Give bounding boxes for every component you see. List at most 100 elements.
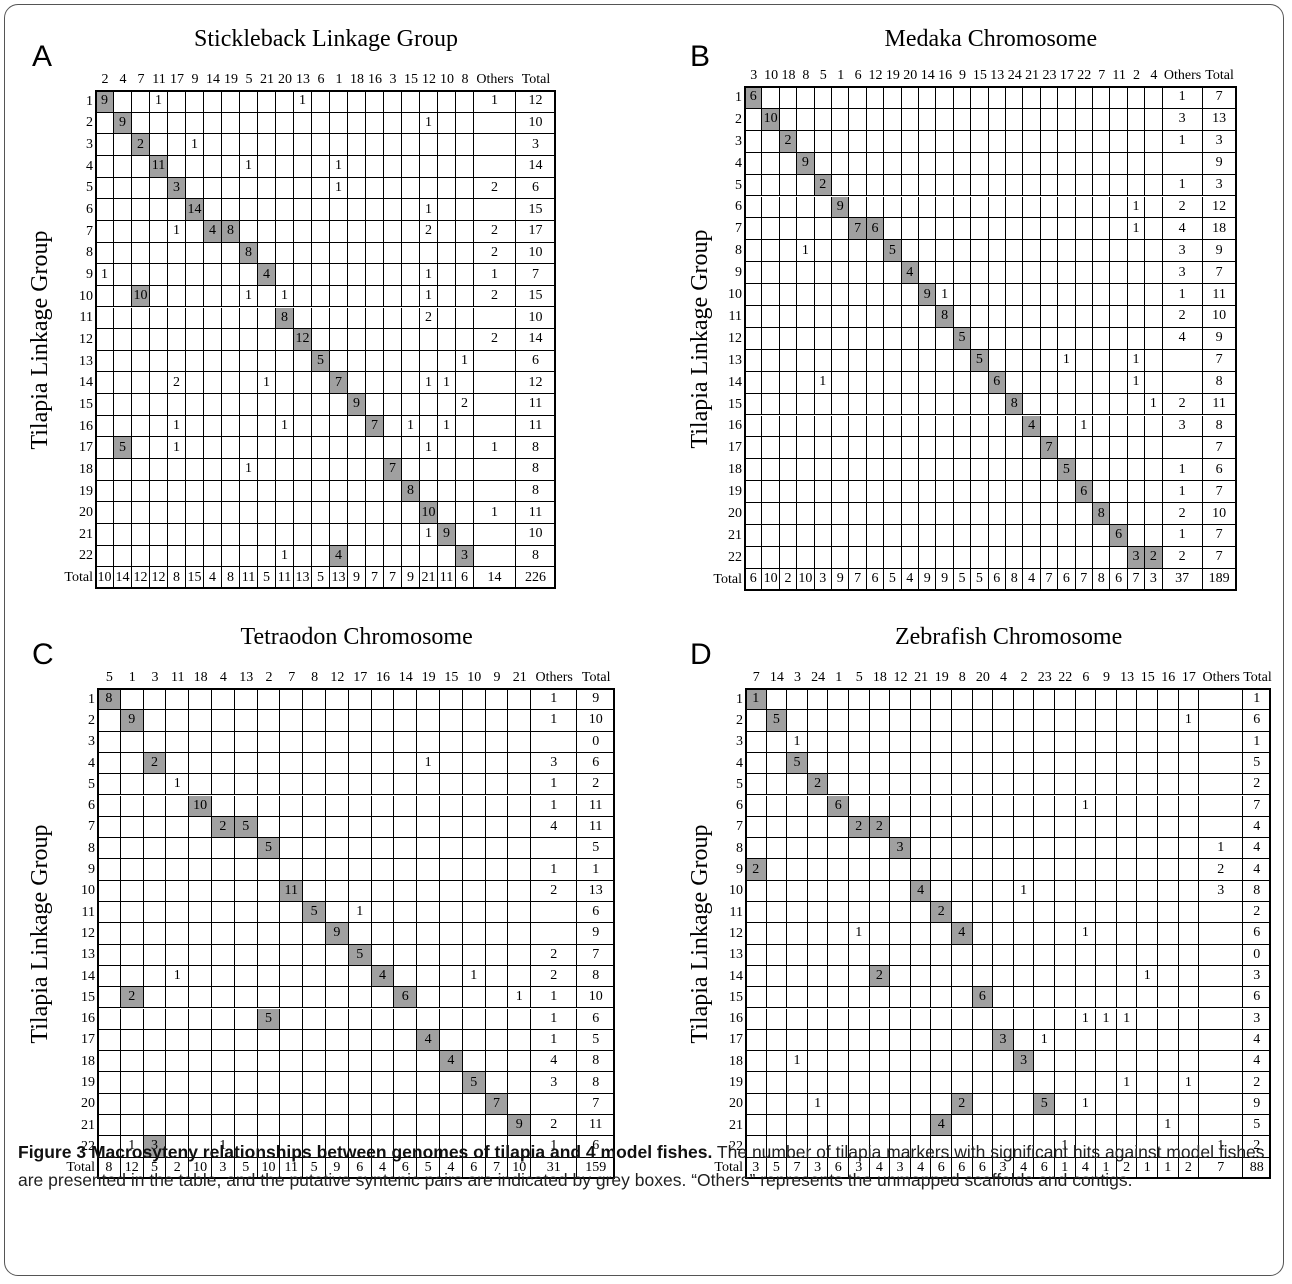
table-cell <box>222 415 240 438</box>
table-cell <box>508 944 532 966</box>
table-cell <box>884 262 902 285</box>
syntenic-pair-cell: 10 <box>420 502 438 524</box>
table-cell <box>438 199 456 221</box>
table-cell <box>438 112 456 135</box>
table-cell <box>276 91 294 113</box>
table-cell <box>1040 240 1059 263</box>
table-cell: 17 <box>516 220 556 243</box>
table-cell <box>257 710 281 732</box>
table-cell <box>98 859 121 881</box>
table-cell <box>890 965 911 988</box>
column-header: 4 <box>219 670 227 685</box>
table-cell <box>1116 859 1138 881</box>
table-cell <box>303 1029 326 1052</box>
table-cell <box>1023 393 1041 416</box>
table-cell <box>1058 218 1076 241</box>
table-cell <box>280 1072 304 1094</box>
table-cell <box>294 545 312 568</box>
table-cell <box>189 1136 212 1158</box>
table-cell <box>212 880 235 902</box>
table-cell <box>417 774 440 796</box>
table-cell: 1 <box>1243 731 1272 753</box>
table-cell <box>890 902 911 924</box>
table-cell <box>1093 130 1111 153</box>
table-cell <box>993 795 1014 817</box>
table-cell <box>114 155 132 178</box>
table-cell <box>402 437 420 460</box>
table-cell <box>869 923 891 945</box>
table-cell <box>257 689 281 711</box>
table-cell <box>96 220 114 243</box>
table-cell <box>166 987 190 1009</box>
syntenic-pair-cell: 2 <box>849 816 870 839</box>
panel-letter: A <box>32 40 53 73</box>
table-cell <box>1137 1008 1158 1030</box>
table-cell: 1 <box>1096 1008 1117 1030</box>
table-cell <box>294 242 312 265</box>
table-cell <box>394 731 418 753</box>
table-cell <box>98 1051 121 1073</box>
table-cell: 4 <box>1162 218 1203 241</box>
table-cell: 3 <box>1162 240 1203 263</box>
table-cell <box>866 262 885 285</box>
row-label: 5 <box>735 177 742 193</box>
table-cell <box>869 731 891 753</box>
table-cell <box>901 349 919 372</box>
table-cell <box>348 155 366 178</box>
column-header: 7 <box>137 72 145 87</box>
table-cell <box>394 774 418 796</box>
table-cell <box>330 307 348 330</box>
table-cell <box>222 524 240 546</box>
table-cell <box>890 923 911 945</box>
table-cell <box>276 112 294 135</box>
table-cell <box>745 196 763 219</box>
table-cell <box>869 880 891 902</box>
column-header: 8 <box>802 68 810 83</box>
table-cell <box>1006 481 1024 504</box>
table-cell <box>330 112 348 135</box>
table-cell <box>143 1093 167 1115</box>
row-label: 16 <box>81 1011 95 1027</box>
row-label: Total <box>714 1160 743 1176</box>
table-cell <box>828 880 849 902</box>
table-cell <box>240 264 258 286</box>
table-cell <box>797 327 815 350</box>
table-cell <box>114 372 132 395</box>
table-cell <box>132 177 150 200</box>
table-cell <box>869 752 891 775</box>
table-cell <box>952 689 973 711</box>
table-cell: 2 <box>474 177 516 200</box>
table-cell <box>828 1093 849 1115</box>
table-cell <box>303 795 326 817</box>
table-cell <box>326 731 349 753</box>
table-cell <box>212 965 235 988</box>
table-cell <box>384 112 402 135</box>
table-cell <box>280 1008 304 1030</box>
table-cell <box>98 731 121 753</box>
table-cell <box>531 902 578 924</box>
column-header: 16 <box>938 68 953 83</box>
table-cell <box>222 112 240 135</box>
table-cell <box>366 134 384 156</box>
table-cell <box>1127 503 1146 525</box>
table-cell <box>849 880 870 902</box>
column-header: 4 <box>1150 68 1158 83</box>
table-cell <box>766 838 788 860</box>
table-cell: 1 <box>531 859 578 881</box>
table-cell <box>462 923 486 945</box>
column-header: 7 <box>288 670 296 685</box>
table-cell <box>884 525 902 547</box>
table-cell <box>1145 415 1163 438</box>
table-cell <box>402 155 420 178</box>
table-cell <box>132 372 150 395</box>
table-cell <box>1158 1008 1179 1030</box>
table-cell <box>98 902 121 924</box>
table-cell <box>993 838 1014 860</box>
table-cell <box>1034 689 1055 711</box>
table-cell <box>132 307 150 330</box>
table-cell <box>972 1115 994 1137</box>
table-cell <box>762 327 780 350</box>
table-cell <box>508 731 532 753</box>
table-cell <box>1013 689 1035 711</box>
table-cell <box>1058 196 1076 219</box>
